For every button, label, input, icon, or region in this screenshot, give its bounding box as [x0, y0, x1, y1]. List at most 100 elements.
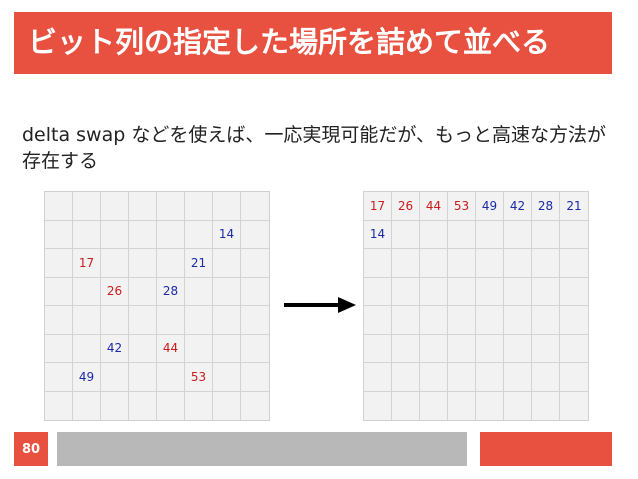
grid-cell: [532, 220, 560, 249]
grid-cell: 26: [101, 277, 129, 306]
grid-cell: [101, 220, 129, 249]
grid-cell: [73, 277, 101, 306]
grid-cell: [129, 363, 157, 392]
grid-cell: [73, 220, 101, 249]
grid-cell: [45, 391, 73, 420]
grid-cell: [101, 391, 129, 420]
grid-cell: [213, 363, 241, 392]
grid-cell: [157, 306, 185, 335]
grid-cell: 42: [504, 192, 532, 221]
grid-cell: 28: [532, 192, 560, 221]
grid-cell: [448, 363, 476, 392]
grid-cell: 26: [392, 192, 420, 221]
grid-cell: [420, 363, 448, 392]
grid-cell: [157, 192, 185, 221]
grid-cell: [241, 278, 269, 306]
grid-cell: 21: [185, 249, 213, 278]
grid-cell: [392, 249, 420, 278]
grid-cell: 42: [101, 334, 129, 363]
grid-cell: [129, 220, 157, 249]
grid-cell: [392, 277, 420, 306]
grid-cell: [420, 334, 448, 363]
grid-cell: 44: [420, 192, 448, 221]
grid-cell: [392, 306, 420, 335]
grid-cell: [185, 391, 213, 420]
grid-cell: [364, 306, 392, 335]
grid-cell: [448, 220, 476, 249]
grid-cell: [560, 335, 588, 363]
grid-cell: [213, 391, 241, 420]
grid-cell: [129, 306, 157, 335]
grid-cell: [129, 249, 157, 278]
grid-cell: [73, 192, 101, 221]
grid-cell: [185, 192, 213, 221]
grid-cell: [213, 249, 241, 278]
grid-cell: [241, 192, 269, 221]
grid-cell: [392, 220, 420, 249]
grid-cell: [129, 334, 157, 363]
grid-cell: [157, 391, 185, 420]
grid-cell: [504, 249, 532, 278]
grid-cell: [241, 363, 269, 392]
grid-cell: [213, 334, 241, 363]
grid-cell: [532, 391, 560, 420]
grid-cell: [448, 334, 476, 363]
grid-cell: [476, 334, 504, 363]
page-number-badge: 80: [14, 432, 48, 466]
grid-cell: [45, 220, 73, 249]
grid-cell: [185, 306, 213, 335]
grid-cell: 49: [73, 363, 101, 392]
grid-cell: [241, 335, 269, 363]
grid-cell: [129, 391, 157, 420]
grid-cell: [241, 392, 269, 421]
grid-cell: 28: [157, 277, 185, 306]
grid-cell: [560, 278, 588, 306]
grid-cell: [129, 277, 157, 306]
left-bit-grid: 14 17 21 26 28 42 44 49 53: [44, 191, 270, 421]
grid-cell: [560, 306, 588, 335]
grid-cell: [504, 277, 532, 306]
grid-cell: [532, 306, 560, 335]
grid-cell: [504, 334, 532, 363]
grid-cell: [560, 392, 588, 421]
grid-cell: [448, 277, 476, 306]
grid-cell: 49: [476, 192, 504, 221]
grid-cell: [45, 277, 73, 306]
grid-cell: [73, 306, 101, 335]
grid-cell: [420, 220, 448, 249]
grid-cell: [476, 277, 504, 306]
grid-cell: [364, 363, 392, 392]
grid-cell: [504, 306, 532, 335]
grid-cell: [476, 391, 504, 420]
grid-cell: [364, 334, 392, 363]
grid-cell: 53: [448, 192, 476, 221]
grid-cell: [448, 249, 476, 278]
grid-cell: [241, 221, 269, 249]
right-bit-grid: 17 26 44 53 49 42 28 21 14: [363, 191, 589, 421]
grid-cell: [476, 249, 504, 278]
grid-cell: 17: [364, 192, 392, 221]
grid-cell: [185, 334, 213, 363]
grid-cell: [73, 391, 101, 420]
footer-red-block: [480, 432, 612, 466]
grid-cell: [476, 220, 504, 249]
grid-cell: [504, 220, 532, 249]
grid-cell: 17: [73, 249, 101, 278]
grid-cell: [157, 220, 185, 249]
right-arrow-icon: [284, 297, 356, 313]
grid-cell: [532, 334, 560, 363]
grid-cell: [532, 249, 560, 278]
grid-cell: [560, 249, 588, 278]
grid-cell: [157, 363, 185, 392]
grid-cell: [364, 277, 392, 306]
grid-cell: [420, 306, 448, 335]
grid-cell: [45, 306, 73, 335]
grid-cell: [45, 363, 73, 392]
grid-cell: [213, 306, 241, 335]
grid-cell: [185, 220, 213, 249]
grid-cell: 14: [213, 220, 241, 249]
grid-cell: [45, 192, 73, 221]
grid-cell: 53: [185, 363, 213, 392]
grid-cell: [241, 306, 269, 335]
grid-cell: [101, 363, 129, 392]
